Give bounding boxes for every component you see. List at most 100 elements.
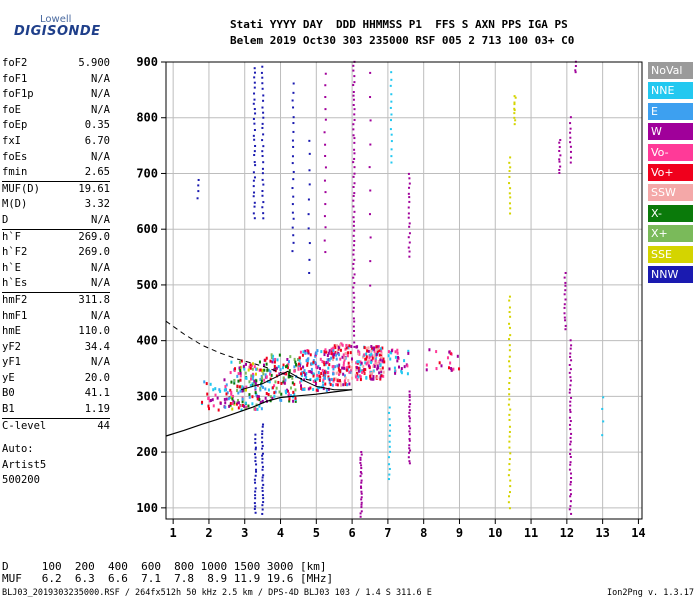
echo-point [359, 485, 362, 488]
echo-point [513, 116, 516, 119]
echo-point [223, 378, 226, 382]
param-value: 44 [97, 419, 110, 432]
echo-point [353, 320, 356, 323]
echo-point [394, 371, 397, 375]
echo-point [341, 355, 344, 359]
echo-point [390, 133, 393, 136]
echo-point [322, 378, 325, 382]
echo-point [508, 458, 511, 461]
echo-point [237, 391, 240, 395]
param-name: fxI [2, 134, 21, 147]
echo-point [353, 334, 356, 337]
echo-point [316, 377, 319, 381]
echo-point [514, 96, 517, 99]
param-value: 3.32 [84, 198, 110, 211]
echo-point [285, 388, 288, 392]
echo-point [601, 407, 604, 410]
echo-point [262, 145, 265, 148]
echo-point [352, 224, 355, 227]
echo-point [261, 441, 264, 444]
echo-point [292, 399, 295, 403]
echo-point [274, 357, 277, 361]
echo-point [251, 382, 254, 386]
echo-point [435, 350, 438, 354]
echo-point [256, 397, 259, 401]
echo-point [570, 512, 573, 515]
echo-point [360, 501, 363, 504]
echo-point [321, 380, 324, 384]
echo-point [197, 178, 200, 181]
echo-point [225, 397, 228, 401]
echo-point [358, 367, 361, 371]
echo-point [260, 384, 263, 388]
echo-point [408, 437, 411, 440]
echo-point [352, 286, 355, 289]
echo-point [381, 366, 384, 370]
echo-point [345, 346, 348, 350]
echo-point [319, 357, 322, 361]
echo-point [256, 384, 259, 388]
echo-point [263, 368, 266, 372]
echo-point [336, 383, 339, 387]
param-name: hmF2 [2, 293, 28, 306]
echo-point [294, 396, 297, 400]
echo-point [293, 392, 296, 396]
echo-point [276, 358, 279, 362]
echo-point [390, 148, 393, 151]
echo-point [357, 352, 360, 356]
echo-point [308, 183, 311, 186]
echo-point [197, 190, 200, 193]
echo-point [508, 376, 511, 379]
echo-point [254, 456, 257, 459]
x-tick-label: 13 [595, 526, 609, 540]
echo-point [252, 117, 255, 120]
echo-point [353, 273, 356, 276]
echo-point [209, 399, 212, 403]
echo-point [219, 401, 222, 405]
echo-point [349, 370, 352, 374]
echo-point [327, 387, 330, 391]
echo-point [355, 368, 358, 372]
param-row-foes: foEs N/A [2, 150, 110, 166]
echo-point [352, 301, 355, 304]
echo-point [331, 383, 334, 387]
echo-point [390, 119, 393, 122]
echo-point [394, 355, 397, 359]
echo-point [368, 360, 371, 364]
echo-point [231, 401, 234, 405]
echo-point [569, 339, 572, 342]
echo-point [254, 446, 257, 449]
echo-point [261, 425, 264, 428]
logo-digisonde: DIGISONDE [14, 24, 101, 39]
echo-point [294, 388, 297, 392]
echo-point [275, 374, 278, 378]
echo-point [353, 113, 356, 116]
echo-point [236, 374, 239, 378]
param-value: 41.1 [84, 387, 110, 400]
echo-point [382, 357, 385, 361]
echo-point [508, 418, 511, 421]
echo-point [237, 401, 240, 405]
echo-point [352, 98, 355, 101]
echo-point [292, 217, 295, 220]
echo-point [254, 497, 257, 500]
trace-line [241, 370, 353, 391]
echo-point [408, 399, 411, 402]
echo-point [509, 408, 512, 411]
echo-point [379, 364, 382, 368]
echo-point [353, 296, 356, 299]
echo-point [342, 361, 345, 365]
echo-point [323, 374, 326, 378]
echo-point [370, 361, 373, 365]
echo-point [563, 303, 566, 306]
echo-point [508, 170, 511, 173]
echo-point [508, 468, 511, 471]
echo-point [291, 376, 294, 380]
echo-point [265, 392, 268, 396]
echo-point [509, 479, 512, 482]
echo-point [359, 475, 362, 478]
echo-point [408, 415, 411, 418]
echo-point [564, 289, 567, 292]
echo-point [407, 349, 410, 353]
echo-point [323, 179, 326, 182]
